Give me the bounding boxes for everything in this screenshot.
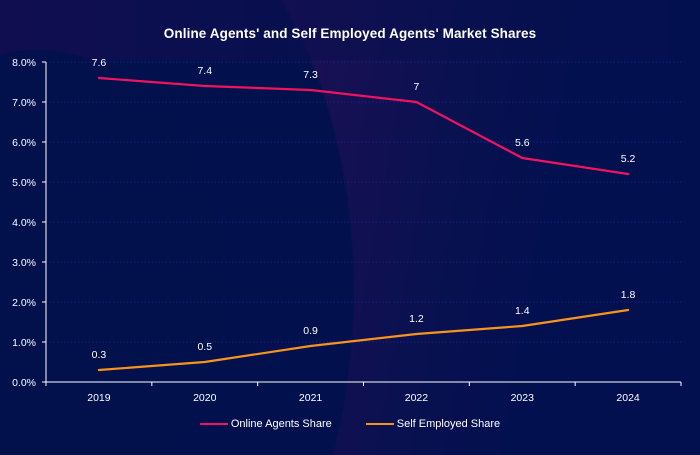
x-tick-labels: 2019 2020 2021 2022 2023 2024	[87, 392, 640, 404]
data-label-online-agents: 7.3	[303, 69, 318, 81]
legend-item-self-employed[interactable]: Self Employed Share	[365, 418, 501, 430]
y-tick-label: 7.0%	[12, 97, 36, 109]
data-label-self-employed: 1.2	[409, 313, 424, 325]
chart-title: Online Agents' and Self Employed Agents'…	[163, 26, 537, 41]
x-tick-label: 2023	[511, 392, 535, 404]
x-tick-label: 2020	[193, 392, 217, 404]
y-tick-labels: 0.0% 1.0% 2.0% 3.0% 4.0% 5.0% 6.0% 7.0% 8.0%	[12, 57, 36, 389]
data-label-self-employed: 0.5	[197, 341, 212, 353]
x-tick-label: 2022	[405, 392, 429, 404]
x-tick-label: 2024	[616, 392, 640, 404]
legend-label-self-employed: Self Employed Share	[396, 418, 501, 430]
y-tick-label: 4.0%	[12, 217, 36, 229]
x-tick-label: 2019	[87, 392, 111, 404]
data-label-online-agents: 5.2	[621, 153, 636, 165]
data-label-online-agents: 7.4	[197, 65, 212, 77]
data-label-self-employed: 1.8	[621, 289, 636, 301]
legend-label-online-agents: Online Agents Share	[230, 418, 332, 430]
data-labels: 7.6 7.4 7.3 7 5.6 5.2 0.3 0.5 0.9 1.2 1.4 1.8	[92, 57, 636, 361]
y-tick-label: 6.0%	[12, 137, 36, 149]
legend-swatch-self-employed	[365, 422, 394, 426]
legend: Online Agents Share Self Employed Share	[0, 418, 700, 430]
y-tick-label: 0.0%	[12, 377, 36, 389]
y-tick-label: 2.0%	[12, 297, 36, 309]
legend-swatch-online-agents	[199, 422, 228, 426]
data-label-self-employed: 0.9	[303, 325, 318, 337]
data-label-self-employed: 1.4	[515, 305, 530, 317]
x-tick-label: 2021	[299, 392, 323, 404]
y-tick-label: 5.0%	[12, 177, 36, 189]
data-label-online-agents: 7.6	[92, 57, 107, 69]
y-tick-label: 8.0%	[12, 57, 36, 69]
series-lines	[97, 76, 630, 372]
series-line-online-agents	[97, 76, 630, 176]
series-line-self-employed	[97, 308, 630, 372]
data-label-online-agents: 5.6	[515, 137, 530, 149]
background-top-band	[0, 0, 700, 60]
data-label-online-agents: 7	[413, 81, 419, 93]
y-tick-label: 1.0%	[12, 337, 36, 349]
y-tick-label: 3.0%	[12, 257, 36, 269]
legend-item-online-agents[interactable]: Online Agents Share	[199, 418, 332, 430]
data-label-self-employed: 0.3	[92, 349, 107, 361]
axes	[42, 61, 682, 386]
gridlines	[50, 61, 681, 343]
